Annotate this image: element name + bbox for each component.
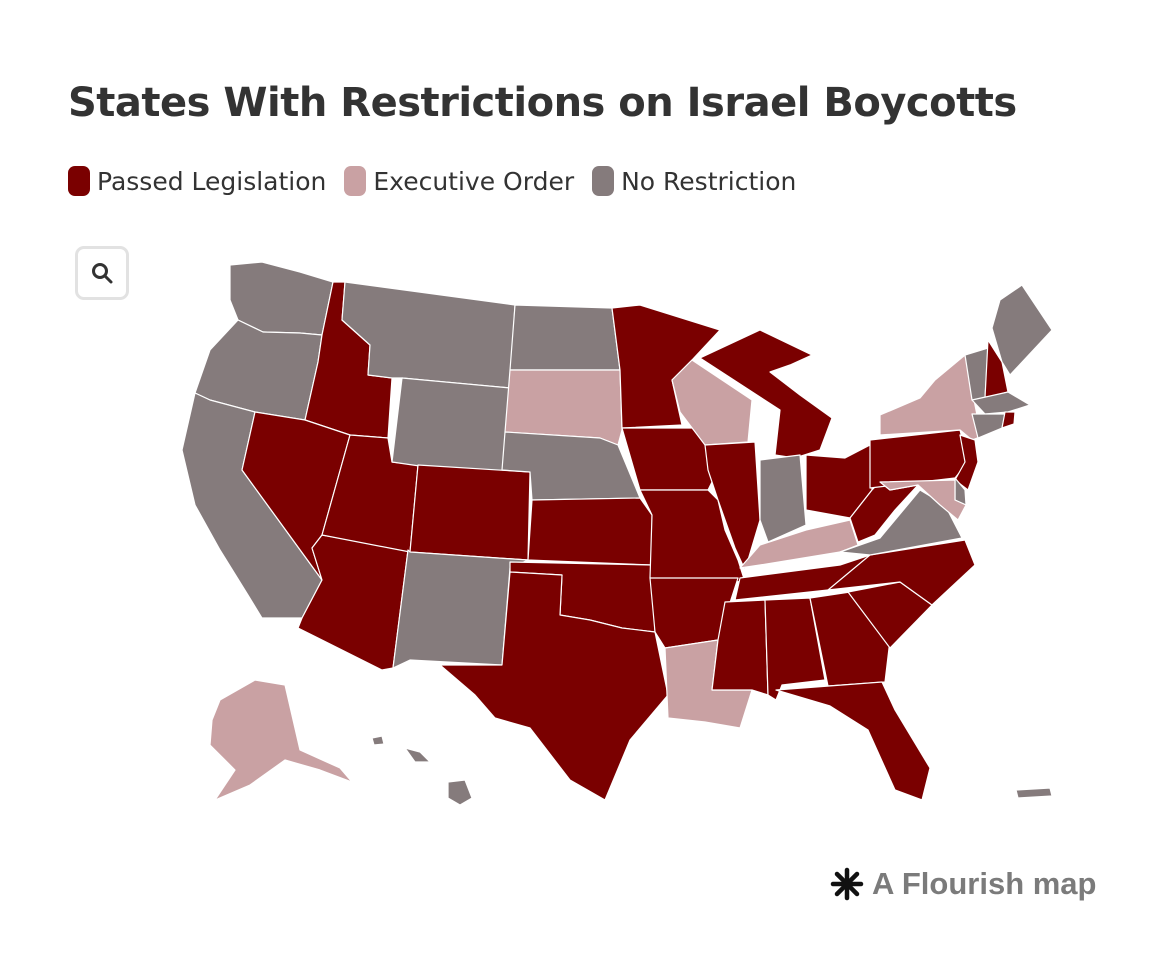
- state-ct[interactable]: [971, 413, 1006, 439]
- state-hi-islands[interactable]: [404, 747, 431, 763]
- state-nd[interactable]: [509, 304, 621, 371]
- state-md[interactable]: [879, 479, 967, 521]
- credit-text: A Flourish map: [872, 866, 1097, 901]
- legend-swatch-passed-legislation: [68, 166, 90, 196]
- state-in[interactable]: [759, 454, 807, 543]
- search-icon: [92, 263, 113, 284]
- state-fl[interactable]: [775, 681, 931, 801]
- state-wy[interactable]: [391, 377, 511, 479]
- legend-label: No Restriction: [621, 166, 797, 196]
- legend-swatch-executive-order: [344, 166, 367, 196]
- legend-item-passed-legislation: Passed Legislation: [68, 166, 326, 196]
- flourish-credit[interactable]: A Flourish map: [830, 866, 1096, 902]
- state-ak[interactable]: [209, 679, 353, 801]
- state-ga[interactable]: [809, 591, 891, 687]
- state-pa[interactable]: [869, 429, 969, 489]
- state-hi[interactable]: [447, 779, 473, 806]
- state-mo[interactable]: [639, 489, 746, 583]
- state-ky[interactable]: [739, 519, 859, 569]
- state-ks[interactable]: [527, 497, 653, 566]
- zoom-button[interactable]: [75, 246, 129, 300]
- state-mt[interactable]: [341, 281, 516, 389]
- legend-item-executive-order: Executive Order: [344, 166, 574, 196]
- state-hi-kauai[interactable]: [371, 735, 385, 746]
- legend-item-no-restriction: No Restriction: [592, 166, 796, 196]
- state-me[interactable]: [991, 284, 1053, 376]
- territory-pr[interactable]: [1015, 787, 1053, 799]
- legend-label: Executive Order: [373, 166, 575, 196]
- state-tx[interactable]: [439, 571, 669, 801]
- legend-label: Passed Legislation: [97, 166, 327, 196]
- state-ma[interactable]: [971, 391, 1031, 415]
- state-il[interactable]: [704, 441, 761, 571]
- state-az[interactable]: [297, 534, 409, 671]
- legend: Passed Legislation Executive Order No Re…: [68, 166, 814, 196]
- state-ca[interactable]: [181, 392, 323, 619]
- state-ri[interactable]: [1001, 411, 1016, 429]
- map-title: States With Restrictions on Israel Boyco…: [68, 80, 1017, 126]
- legend-swatch-no-restriction: [592, 166, 615, 196]
- state-co[interactable]: [409, 464, 531, 561]
- state-mi[interactable]: [699, 329, 833, 459]
- state-nm[interactable]: [392, 549, 529, 669]
- state-nj[interactable]: [954, 434, 979, 491]
- flourish-asterisk-icon: [830, 867, 864, 901]
